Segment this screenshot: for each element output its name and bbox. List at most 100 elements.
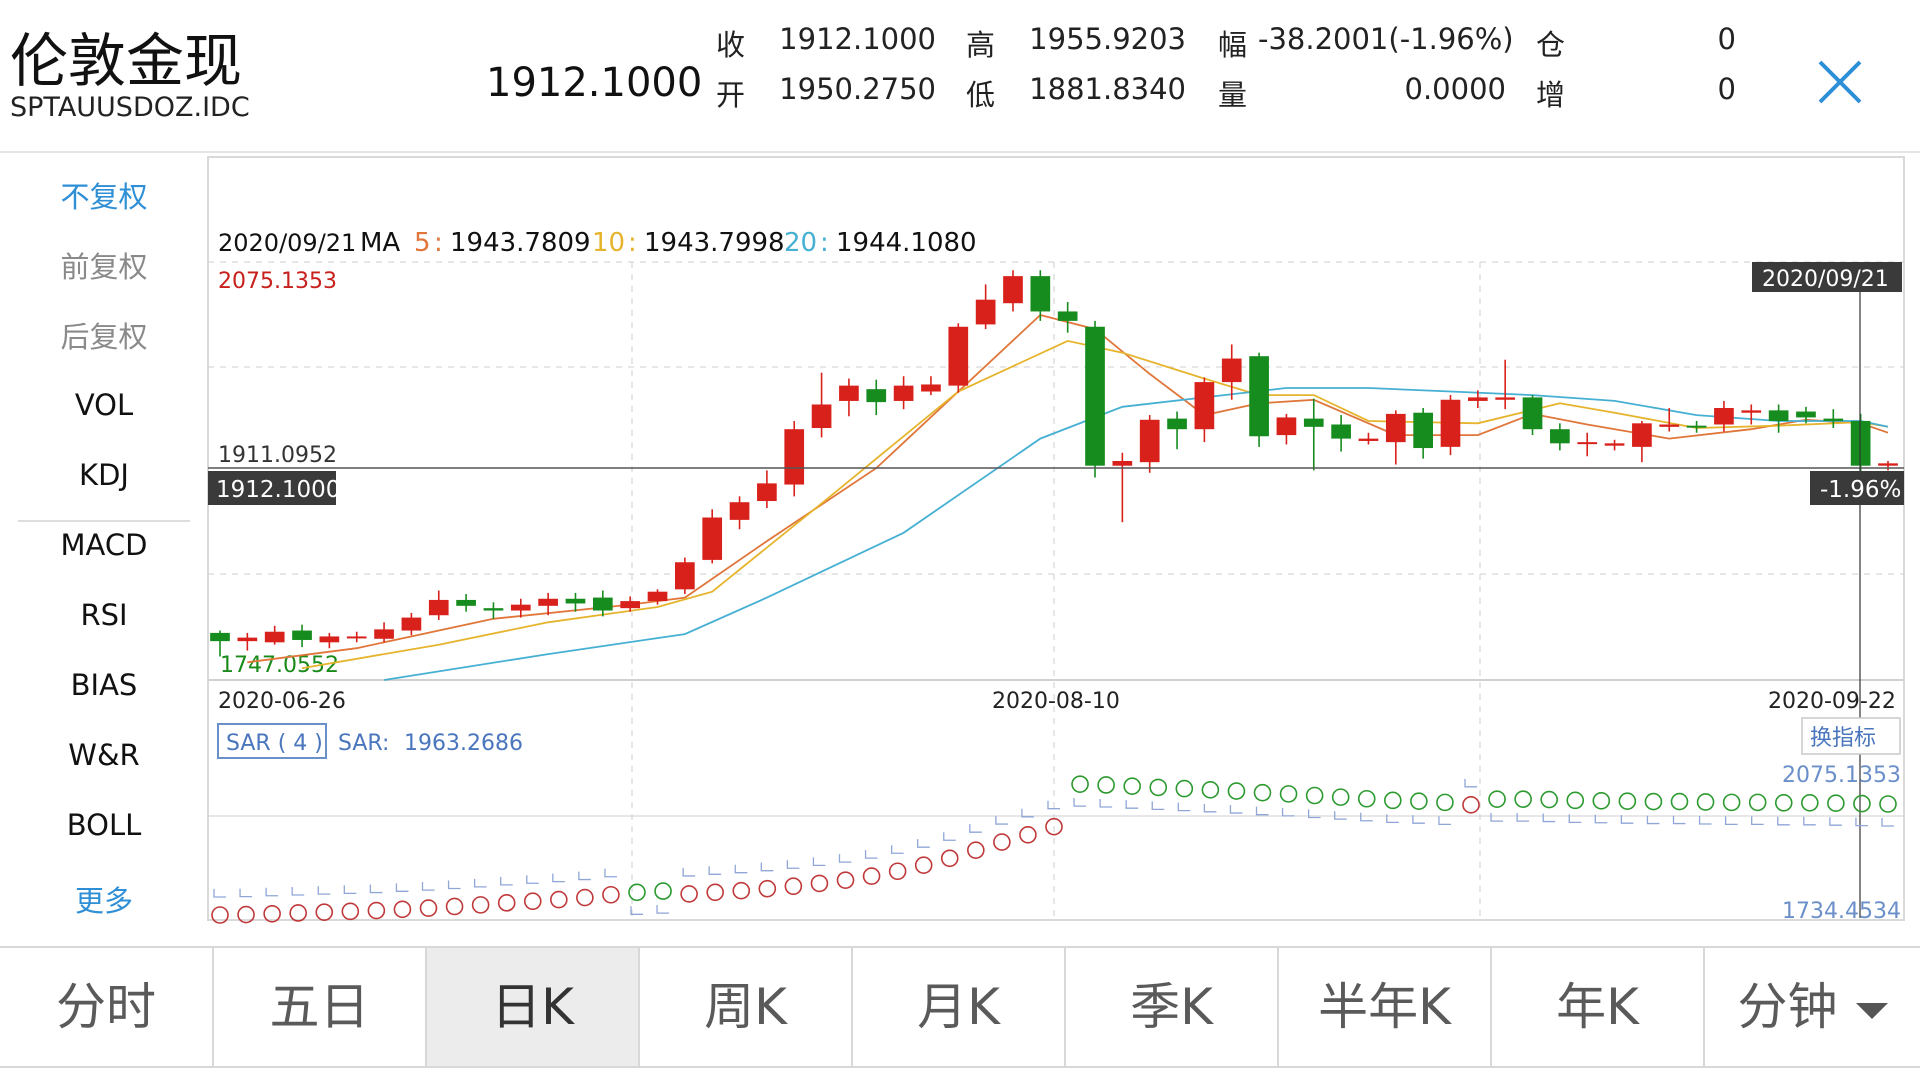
sar-point — [289, 904, 307, 922]
indicator-boll[interactable]: BOLL — [66, 808, 142, 842]
candle-body — [1085, 326, 1105, 466]
sar-point — [1071, 775, 1089, 793]
sar-point — [1618, 792, 1637, 810]
candle-body — [319, 636, 340, 643]
more-indicators[interactable]: 更多 — [74, 884, 133, 918]
candle-body — [1768, 410, 1789, 421]
sar-point — [497, 894, 516, 912]
close-icon[interactable] — [1812, 54, 1868, 110]
candle-body — [237, 637, 258, 642]
candle — [456, 594, 476, 612]
candle — [565, 592, 586, 612]
indicator-wr[interactable]: W&R — [68, 738, 140, 772]
candle-body — [729, 502, 750, 520]
indicator-bias[interactable]: BIAS — [70, 668, 138, 702]
sar-indicator-box[interactable] — [217, 723, 327, 759]
tab-monthly-k[interactable]: 月K — [853, 948, 1066, 1066]
tab-minute[interactable]: 分钟 — [1705, 948, 1920, 1066]
period-tab-bar: 分时 五日 日K 周K 月K 季K 半年K 年K 分钟 — [0, 946, 1920, 1068]
candle-body — [1139, 419, 1160, 463]
sar-point — [1123, 777, 1141, 795]
candle-body — [264, 631, 285, 643]
sar-step-mark — [526, 875, 539, 884]
tab-daily-k[interactable]: 日K — [427, 948, 640, 1066]
x-label-end: 2020-09-22 — [1768, 689, 1896, 714]
candle — [264, 625, 285, 645]
sar-point — [1696, 793, 1715, 811]
candle — [292, 624, 312, 648]
indicator-sidebar: 不复权 前复权 后复权 VOL KDJ MACD RSI BIAS W&R BO… — [0, 154, 208, 924]
candle — [1823, 409, 1844, 429]
candle — [1878, 460, 1898, 471]
candle-body — [1413, 412, 1433, 449]
sar-step-mark — [265, 887, 279, 897]
sar-step-mark — [1594, 814, 1608, 824]
sar-point — [628, 883, 646, 902]
sar-step-mark — [1672, 815, 1686, 825]
sar-point — [810, 874, 829, 893]
tab-five-day[interactable]: 五日 — [214, 948, 427, 1066]
indicator-vol[interactable]: VOL — [74, 388, 134, 422]
tab-quarterly-k[interactable]: 季K — [1066, 948, 1279, 1066]
tab-half-year-k[interactable]: 半年K — [1279, 948, 1492, 1066]
adjust-backward[interactable]: 后复权 — [60, 320, 148, 354]
sar-step-mark — [1855, 817, 1868, 827]
candle — [1741, 404, 1762, 425]
sar-max-label: 2075.1353 — [1782, 763, 1901, 788]
price-tag-left — [208, 471, 336, 505]
candle-body — [1550, 429, 1570, 444]
sar-step-mark — [656, 905, 670, 914]
adjust-none[interactable]: 不复权 — [60, 180, 148, 214]
sar-step-mark — [395, 883, 409, 892]
chart-frame — [207, 156, 1905, 921]
sar-point — [1019, 825, 1037, 844]
candle-body — [1741, 410, 1762, 413]
tab-weekly-k[interactable]: 周K — [640, 948, 853, 1066]
candle-body — [893, 385, 914, 401]
tab-intraday[interactable]: 分时 — [0, 948, 214, 1066]
candle-body — [1331, 424, 1351, 439]
indicator-kdj[interactable]: KDJ — [79, 458, 129, 492]
candle-body — [456, 599, 476, 606]
candle — [1221, 344, 1242, 400]
sar-point — [706, 883, 724, 902]
indicator-macd[interactable]: MACD — [60, 528, 148, 562]
sar-step-mark — [604, 868, 617, 878]
sar-step-mark — [1047, 800, 1060, 810]
sar-point — [888, 862, 907, 881]
sar-step-mark — [995, 816, 1008, 825]
sar-point — [836, 871, 855, 889]
sar-step-mark — [708, 866, 722, 875]
sar-point — [1462, 796, 1480, 814]
candle — [1249, 352, 1269, 447]
sar-value: 1963.2686 — [404, 731, 523, 756]
sidebar-divider — [18, 520, 190, 522]
candle — [1714, 400, 1734, 432]
candle-body — [866, 389, 887, 403]
candle — [647, 589, 668, 605]
change-tag — [1810, 471, 1904, 505]
low-value: 1881.8340 — [1029, 72, 1186, 106]
sar-point — [1644, 792, 1663, 811]
sar-step-mark — [1881, 818, 1894, 827]
adjust-forward[interactable]: 前复权 — [60, 250, 148, 284]
switch-indicator-button[interactable] — [1801, 717, 1901, 755]
sar-step-mark — [578, 871, 591, 881]
close-label: 收 — [716, 28, 746, 62]
sar-step-mark — [682, 867, 696, 877]
tab-yearly-k[interactable]: 年K — [1492, 948, 1705, 1066]
candle — [1085, 320, 1105, 478]
candle-body — [1385, 413, 1406, 443]
kline-chart[interactable]: 2020/09/21 MA 5 : 1943.7809 10 : 1943.79… — [0, 0, 1920, 940]
candle — [729, 496, 750, 530]
indicator-rsi[interactable]: RSI — [80, 598, 128, 632]
ma5-separator: : — [434, 228, 443, 258]
candle — [921, 376, 941, 396]
candle-body — [592, 597, 613, 611]
sar-point — [550, 890, 568, 909]
candle — [839, 378, 859, 417]
sar-point — [1384, 791, 1402, 810]
high-value: 1955.9203 — [1029, 22, 1186, 56]
sar-step-mark — [917, 839, 930, 848]
candle-body — [1632, 423, 1652, 447]
